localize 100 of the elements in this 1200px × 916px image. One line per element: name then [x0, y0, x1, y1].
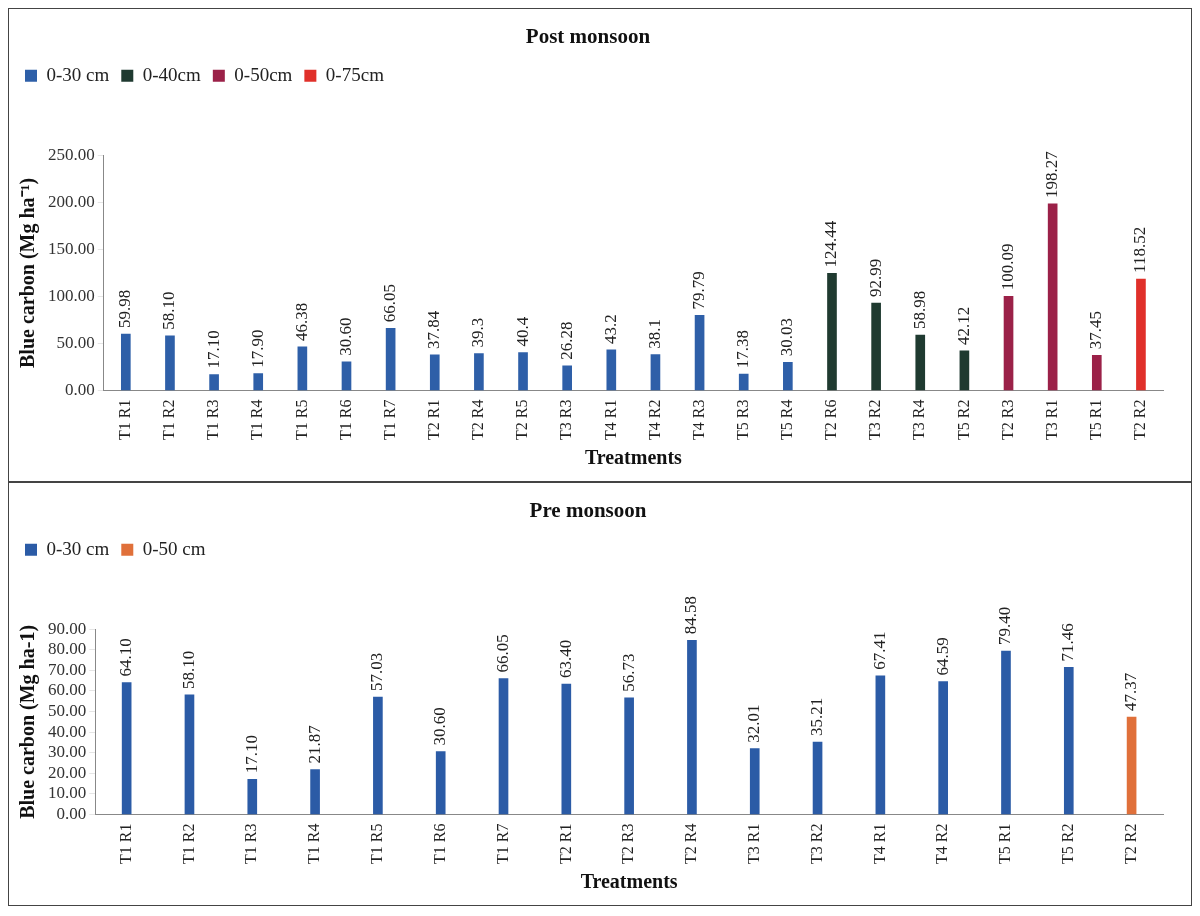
x-tick-label: T3 R1	[744, 823, 762, 865]
bar	[812, 741, 823, 815]
x-tick-label: T5 R1	[1087, 399, 1104, 441]
data-label: 56.73	[618, 653, 638, 692]
bar	[1003, 296, 1014, 391]
data-label: 21.87	[304, 724, 324, 764]
data-label: 37.84	[424, 310, 444, 349]
data-label: 30.03	[777, 318, 797, 357]
bar	[562, 365, 572, 391]
data-label: 17.90	[247, 329, 267, 368]
y-axis-title: Blue carbon (Mg ha-1)	[16, 624, 40, 819]
legend-label: 0-75cm	[325, 63, 385, 85]
data-label: 59.98	[115, 289, 135, 329]
bar	[694, 315, 705, 391]
bar	[184, 694, 195, 815]
x-tick-label: T3 R4	[910, 399, 928, 441]
bar	[310, 769, 320, 815]
bar	[650, 354, 661, 391]
x-tick-label: T5 R2	[954, 399, 972, 441]
x-tick-label: T1 R1	[116, 399, 134, 441]
y-tick-label: 100.00	[48, 285, 95, 305]
data-label: 17.38	[733, 329, 753, 369]
x-tick-label: T4 R2	[933, 823, 951, 865]
x-tick-label: T5 R2	[1058, 823, 1076, 865]
x-tick-label: T2 R2	[1131, 399, 1149, 441]
x-tick-label: T1 R4	[248, 399, 266, 441]
bar	[209, 374, 219, 391]
bar	[915, 334, 926, 391]
y-tick-label: 20.00	[48, 762, 87, 782]
bar	[474, 353, 484, 391]
data-label: 198.27	[1042, 150, 1062, 198]
data-label: 58.10	[178, 650, 198, 689]
data-label: 58.10	[159, 291, 179, 330]
legend-label: 0-50 cm	[142, 537, 206, 559]
legend-label: 0-30 cm	[46, 537, 110, 559]
bar	[561, 683, 572, 815]
bar	[875, 675, 886, 815]
x-tick-label: T1 R2	[179, 823, 197, 865]
y-axis-title: Blue carbon (Mg ha⁻¹)	[16, 177, 40, 368]
x-tick-label: T2 R6	[822, 399, 840, 441]
data-label: 58.98	[909, 290, 929, 330]
x-tick-label: T4 R1	[870, 823, 888, 865]
data-label: 79.79	[689, 271, 709, 310]
x-tick-label: T2 R1	[424, 399, 442, 441]
x-tick-label: T2 R3	[998, 399, 1016, 441]
x-axis-title: Treatments	[580, 870, 678, 893]
x-tick-label: T1 R5	[292, 399, 310, 441]
data-label: 118.52	[1130, 226, 1150, 273]
data-label: 100.09	[997, 243, 1017, 291]
y-tick-label: 150.00	[48, 238, 95, 258]
chart-title: Post monsoon	[525, 24, 651, 49]
bar	[1001, 650, 1011, 815]
bar	[1047, 203, 1058, 391]
x-tick-label: T3 R2	[866, 399, 884, 441]
bar	[738, 373, 749, 391]
data-label: 39.3	[468, 317, 488, 348]
bar	[341, 361, 352, 391]
y-tick-label: 0.00	[56, 804, 87, 824]
bar	[606, 349, 617, 391]
data-label: 42.12	[953, 306, 973, 345]
x-tick-label: T4 R1	[601, 399, 619, 441]
data-label: 37.45	[1086, 311, 1106, 350]
y-tick-label: 90.00	[48, 618, 87, 638]
bar	[435, 751, 446, 815]
x-tick-label: T1 R7	[380, 399, 398, 441]
bar	[749, 748, 760, 815]
x-tick-label: T1 R3	[242, 823, 260, 865]
data-label: 35.21	[807, 697, 827, 737]
y-tick-label: 80.00	[48, 639, 87, 659]
bar	[429, 354, 440, 391]
x-tick-label: T1 R6	[336, 399, 354, 441]
data-label: 57.03	[367, 652, 387, 692]
data-label: 26.28	[556, 321, 576, 360]
bar	[827, 273, 837, 391]
x-tick-label: T1 R6	[430, 823, 448, 865]
data-label: 30.60	[335, 317, 355, 356]
data-label: 63.40	[555, 639, 575, 678]
y-tick-label: 10.00	[48, 783, 87, 803]
y-tick-label: 250.00	[48, 144, 95, 164]
bar	[871, 302, 881, 391]
data-label: 47.37	[1121, 672, 1141, 711]
x-tick-label: T2 R3	[619, 823, 637, 865]
bar	[165, 335, 175, 391]
data-label: 64.10	[116, 638, 136, 677]
bar	[1126, 716, 1137, 815]
x-axis-title: Treatments	[584, 446, 683, 469]
data-label: 38.1	[644, 318, 664, 349]
data-label: 84.58	[681, 596, 701, 635]
y-tick-label: 40.00	[48, 721, 87, 741]
y-tick-label: 70.00	[48, 659, 87, 679]
legend-label: 0-40cm	[142, 63, 202, 85]
bar	[1063, 667, 1074, 815]
legend-label: 0-30 cm	[46, 63, 110, 85]
bar	[783, 361, 793, 391]
data-label: 92.99	[865, 258, 885, 298]
chart-title: Pre monsoon	[529, 498, 647, 523]
data-label: 66.05	[380, 284, 400, 323]
bar	[253, 373, 264, 391]
x-tick-label: T4 R3	[689, 399, 707, 441]
y-tick-label: 50.00	[48, 701, 87, 721]
